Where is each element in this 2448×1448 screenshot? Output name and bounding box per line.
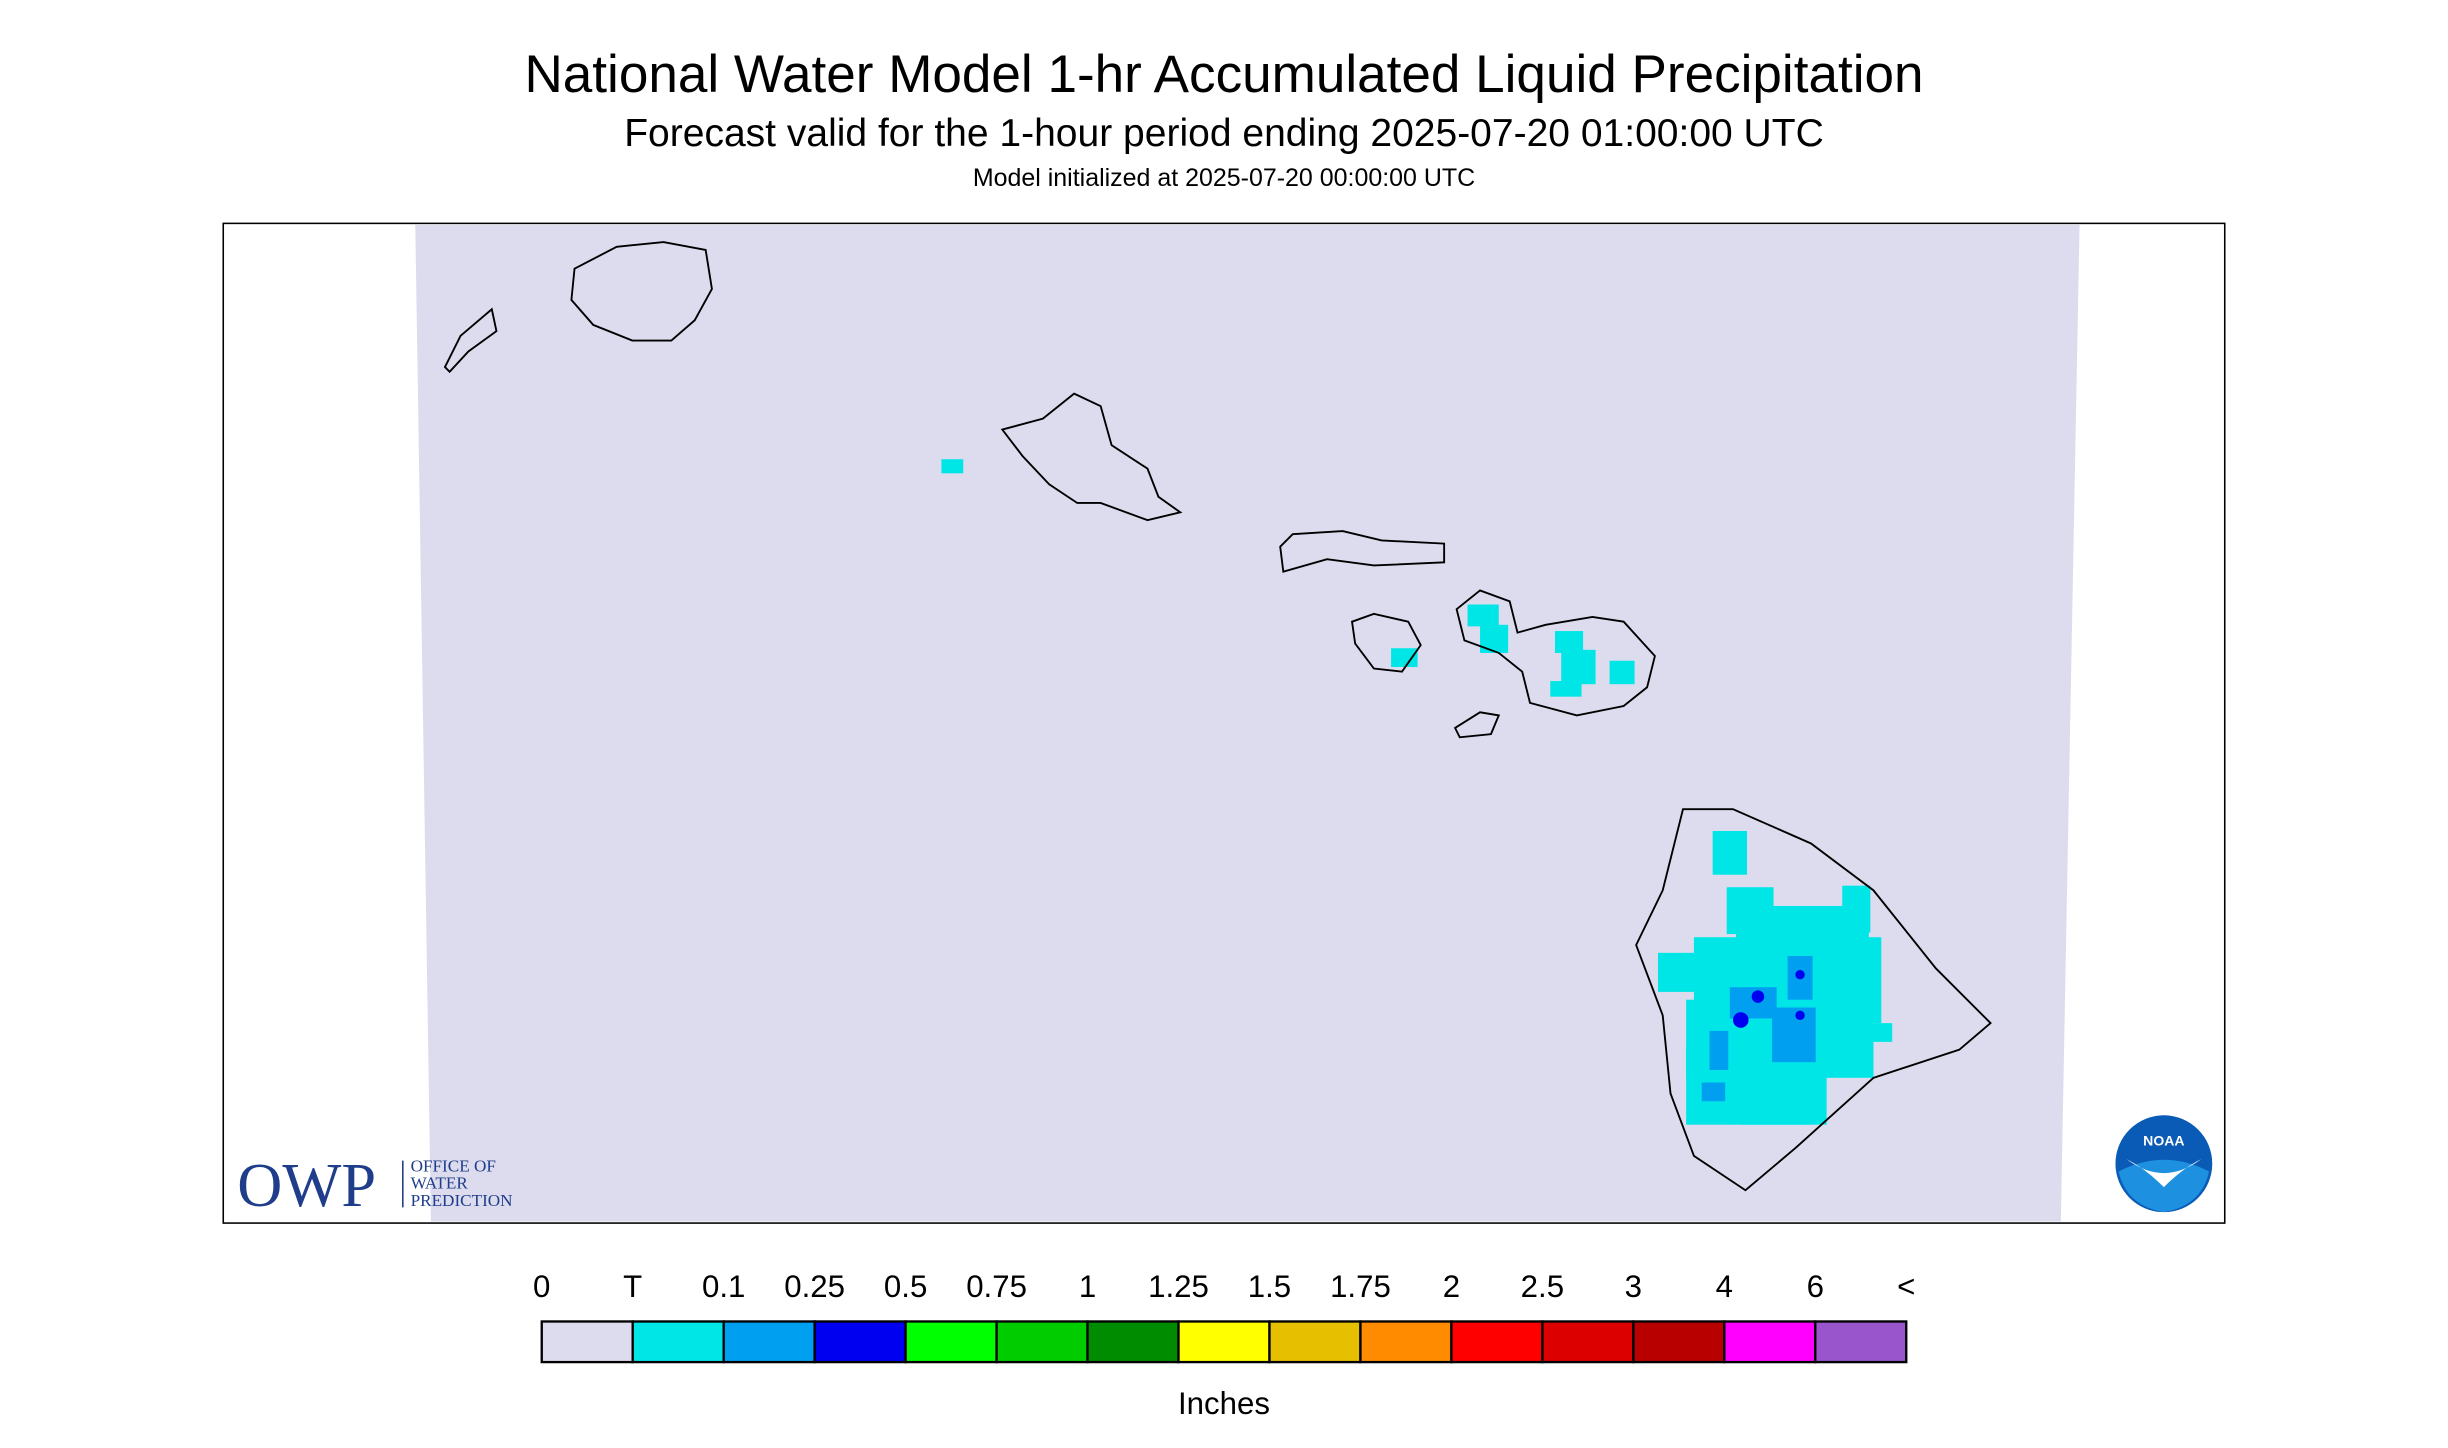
legend-swatch: [1814, 1320, 1908, 1364]
legend-label: 6: [1807, 1269, 1824, 1304]
legend-swatch: [1268, 1320, 1362, 1364]
owp-line: OFFICE OF: [411, 1157, 496, 1176]
legend-swatch: [631, 1320, 725, 1364]
legend-label: 1.75: [1330, 1269, 1391, 1304]
owp-wordmark: OWP: [237, 1150, 376, 1220]
legend-label: 3: [1625, 1269, 1642, 1304]
legend-swatch: [1086, 1320, 1180, 1364]
coastlines: [443, 241, 1992, 1192]
init-time: Model initialized at 2025-07-20 00:00:00…: [973, 164, 1475, 192]
legend-swatch: [1723, 1320, 1817, 1364]
legend-label: <: [1897, 1269, 1915, 1304]
subtitle: Forecast valid for the 1-hour period end…: [624, 112, 1824, 155]
legend-swatch: [1177, 1320, 1271, 1364]
legend-label: 1: [1079, 1269, 1096, 1304]
legend-label: 0.75: [966, 1269, 1027, 1304]
legend-swatch: [1632, 1320, 1726, 1364]
legend-label: 4: [1716, 1269, 1733, 1304]
legend-unit: Inches: [1178, 1386, 1270, 1421]
precip-heavier: [1701, 955, 1816, 1102]
legend-label: 2: [1443, 1269, 1460, 1304]
owp-line: WATER: [411, 1174, 469, 1193]
legend-swatch: [1450, 1320, 1544, 1364]
legend-swatch: [1359, 1320, 1453, 1364]
title: National Water Model 1-hr Accumulated Li…: [524, 45, 1923, 104]
precip-heavy: [1732, 970, 1805, 1028]
legend: 0 T 0.1 0.25 0.5 0.75 1 1.25 1.5 1.75 2 2.5 3 4 6 <: [533, 1269, 1915, 1364]
legend-swatch: [813, 1320, 907, 1364]
legend-label: 1.25: [1148, 1269, 1209, 1304]
legend-swatch: [904, 1320, 998, 1364]
legend-swatch: [995, 1320, 1089, 1364]
legend-label: 0.25: [784, 1269, 845, 1304]
noaa-logo: NOAA: [2115, 1115, 2213, 1213]
legend-swatch: [722, 1320, 816, 1364]
owp-line: PREDICTION: [411, 1191, 513, 1210]
legend-label: 0.5: [884, 1269, 927, 1304]
legend-label: 2.5: [1521, 1269, 1564, 1304]
legend-label: 1.5: [1248, 1269, 1291, 1304]
legend-swatch: [1541, 1320, 1635, 1364]
legend-label: 0.1: [702, 1269, 745, 1304]
legend-swatch: [540, 1320, 634, 1364]
legend-label: 0: [533, 1269, 550, 1304]
legend-label: T: [623, 1269, 642, 1304]
owp-logo: OWP OFFICE OF WATER PREDICTION: [237, 1150, 512, 1220]
noaa-text: NOAA: [2143, 1133, 2184, 1149]
